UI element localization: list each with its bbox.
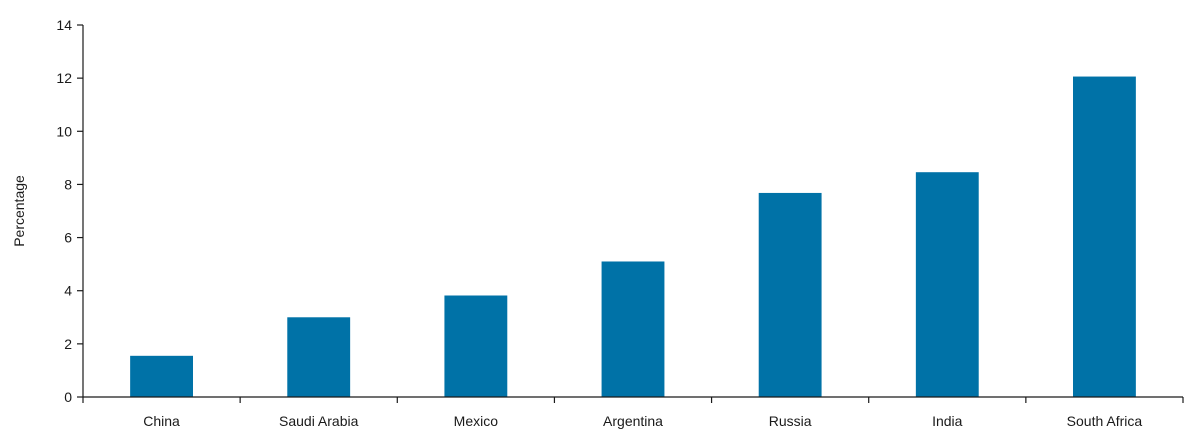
x-axis: China Saudi Arabia Mexico Argentina Russia In… (82, 396, 1184, 429)
bars-group (130, 76, 1136, 397)
y-tick-label: 10 (56, 123, 72, 139)
y-tick-label: 12 (56, 70, 72, 86)
y-tick-label: 14 (56, 17, 72, 33)
y-tick-label: 4 (64, 283, 72, 299)
bar (758, 192, 822, 397)
x-tick-label: China (143, 413, 180, 429)
bar (1073, 76, 1136, 397)
y-axis: 0 2 4 6 8 10 12 14 (56, 17, 84, 405)
x-tick-label: Russia (769, 413, 812, 429)
bar (130, 355, 193, 397)
bar (601, 261, 665, 397)
y-tick-label: 8 (64, 176, 72, 192)
x-tick-label: Argentina (603, 413, 663, 429)
x-tick-label: Mexico (454, 413, 499, 429)
y-tick-label: 0 (64, 389, 72, 405)
y-axis-title: Percentage (11, 175, 27, 247)
x-tick-label: India (932, 413, 963, 429)
bar (915, 172, 979, 397)
bar (287, 317, 351, 397)
x-tick-label: South Africa (1067, 413, 1143, 429)
x-tick-label: Saudi Arabia (279, 413, 359, 429)
bar (444, 295, 508, 397)
y-tick-label: 6 (64, 230, 72, 246)
y-tick-label: 2 (64, 336, 72, 352)
